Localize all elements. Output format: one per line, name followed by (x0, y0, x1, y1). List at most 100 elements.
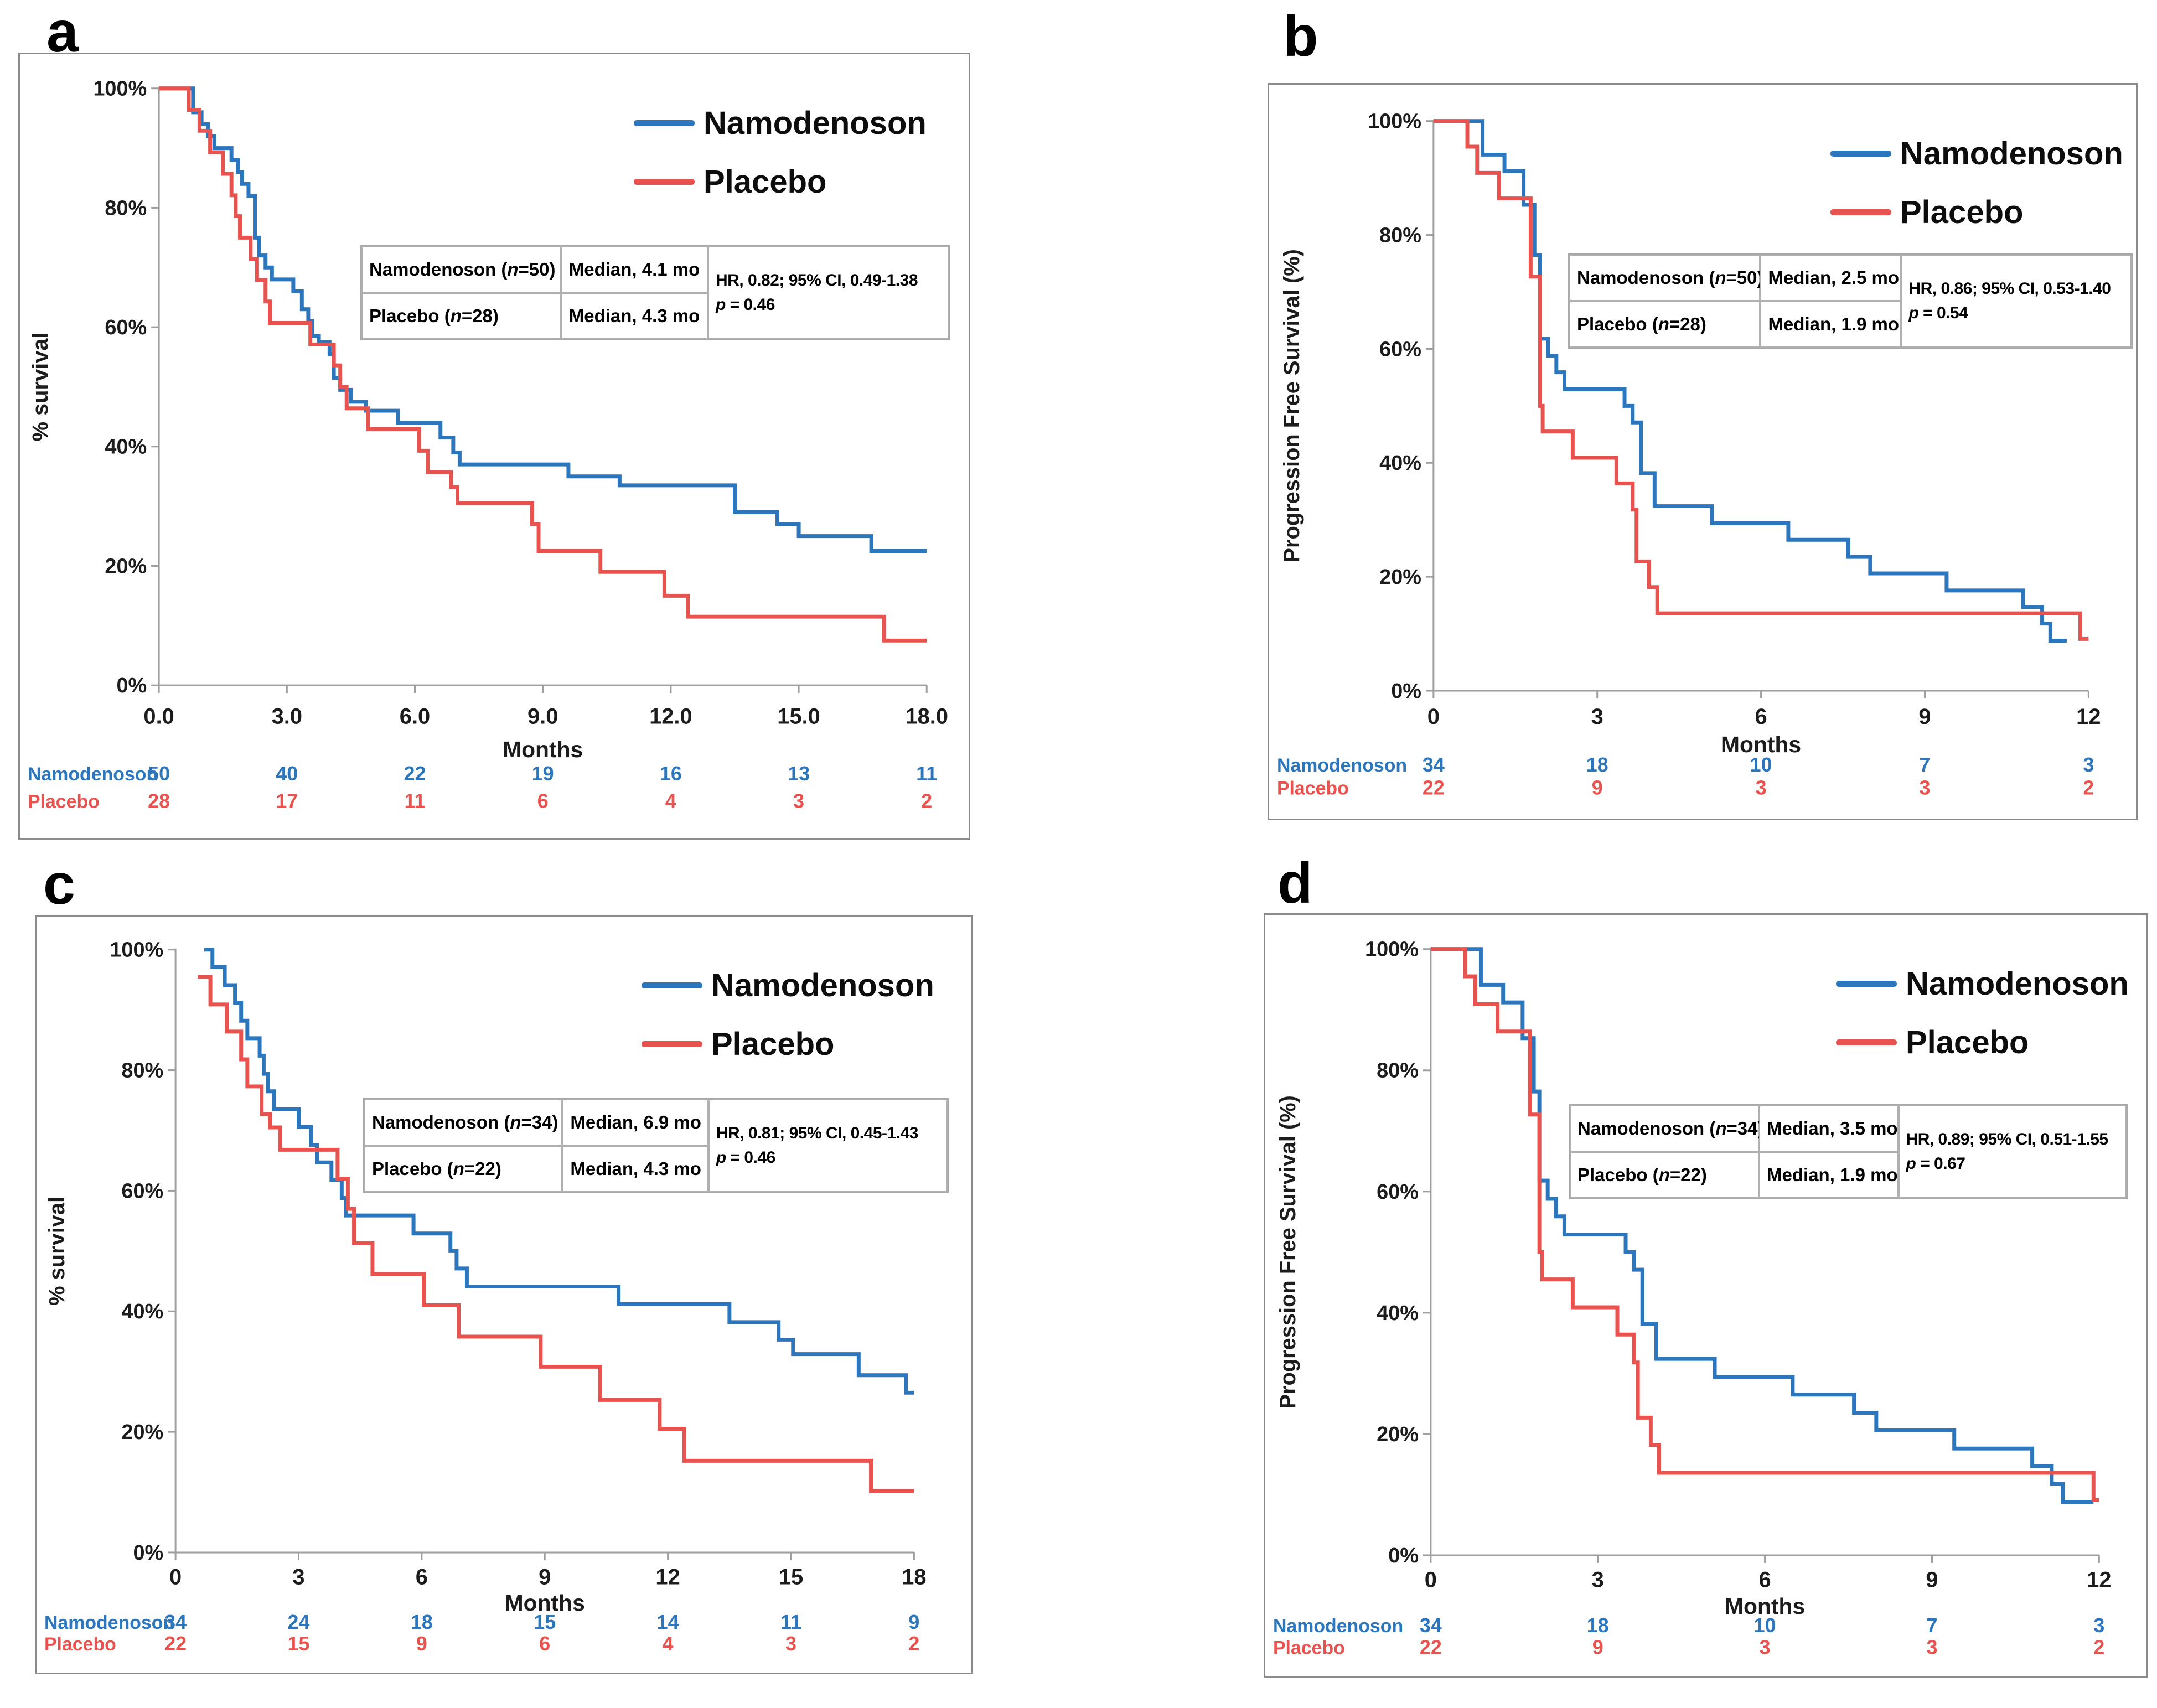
svg-text:9: 9 (539, 1565, 551, 1589)
panel-letter-a: a (46, 0, 79, 64)
legend-label: Placebo (1900, 194, 2024, 230)
stats-median-cell: Median, 4.1 mo (561, 246, 708, 293)
svg-text:Namodenoson: Namodenoson (28, 764, 158, 785)
legend-line-icon-placebo (634, 178, 695, 185)
svg-text:12: 12 (2076, 705, 2101, 729)
stats-hr-cell: HR, 0.86; 95% CI, 0.53-1.40 p = 0.54 (1901, 255, 2132, 348)
svg-text:12: 12 (655, 1565, 680, 1589)
svg-text:2: 2 (908, 1633, 919, 1655)
svg-text:0%: 0% (1388, 1544, 1419, 1567)
svg-text:12: 12 (2087, 1568, 2111, 1592)
svg-text:3: 3 (1756, 777, 1767, 799)
svg-text:40: 40 (276, 763, 298, 785)
svg-text:0.0: 0.0 (143, 704, 174, 728)
svg-text:60%: 60% (121, 1179, 163, 1203)
svg-text:6: 6 (539, 1633, 550, 1655)
panel-letter-b: b (1283, 4, 1318, 69)
stats-median-cell: Median, 4.3 mo (561, 293, 708, 339)
svg-text:Progression Free Survival (%): Progression Free Survival (%) (1280, 249, 1304, 562)
svg-text:3: 3 (1919, 777, 1930, 799)
svg-text:6: 6 (1755, 705, 1767, 729)
svg-text:20%: 20% (1377, 1423, 1419, 1446)
svg-text:% survival: % survival (45, 1197, 69, 1306)
panel-c-overall-survival-evaluable: 0% 20% 40% 60% 80% 100% 0 3 6 9 12 15 18 Months % surv… (35, 915, 973, 1674)
svg-text:2: 2 (2083, 777, 2094, 799)
svg-text:22: 22 (164, 1633, 187, 1655)
legend-item-namodenoson: Namodenoson (634, 103, 927, 143)
svg-text:3: 3 (1760, 1636, 1771, 1658)
svg-text:9.0: 9.0 (527, 704, 558, 728)
svg-text:Namodenoson: Namodenoson (44, 1612, 174, 1633)
legend-label: Placebo (1906, 1024, 2029, 1060)
stats-group-cell: Namodenoson (n =50) (361, 246, 561, 293)
svg-text:3: 3 (292, 1565, 304, 1589)
svg-text:18: 18 (1587, 1614, 1609, 1637)
svg-text:2: 2 (921, 790, 932, 812)
stats-median-cell: Median, 6.9 mo (562, 1099, 708, 1146)
svg-text:40%: 40% (1377, 1302, 1419, 1325)
stats-table-c: Namodenoson (n =34) Median, 6.9 mo HR, 0.… (363, 1098, 949, 1193)
p-value: p = 0.46 (715, 296, 775, 314)
stats-hr-cell: HR, 0.81; 95% CI, 0.45-1.43 p = 0.46 (708, 1099, 948, 1192)
legend-label: Namodenoson (1900, 135, 2123, 172)
p-value: p = 0.54 (1908, 304, 1968, 322)
stats-group-cell: Placebo (n =22) (1570, 1152, 1760, 1198)
svg-text:7: 7 (1919, 754, 1930, 776)
stats-hr-cell: HR, 0.89; 95% CI, 0.51-1.55 p = 0.67 (1898, 1105, 2127, 1198)
hr-value: HR, 0.81; 95% CI, 0.45-1.43 (716, 1124, 919, 1142)
svg-text:18.0: 18.0 (905, 704, 948, 728)
svg-text:40%: 40% (1379, 452, 1421, 475)
svg-text:60%: 60% (1377, 1181, 1419, 1204)
svg-text:22: 22 (404, 763, 426, 785)
svg-text:Namodenoson: Namodenoson (1277, 755, 1407, 776)
svg-text:100%: 100% (110, 939, 163, 962)
svg-text:20%: 20% (121, 1421, 163, 1444)
stats-group-cell: Namodenoson (n =34) (364, 1099, 563, 1146)
svg-text:7: 7 (1926, 1614, 1937, 1637)
legend-line-icon-placebo (1836, 1039, 1897, 1045)
svg-text:6: 6 (1759, 1568, 1771, 1592)
svg-text:Placebo: Placebo (1273, 1637, 1345, 1658)
svg-text:28: 28 (148, 790, 170, 812)
svg-text:100%: 100% (1368, 110, 1421, 133)
svg-text:Namodenoson: Namodenoson (1273, 1616, 1403, 1637)
svg-text:80%: 80% (1377, 1059, 1419, 1083)
svg-text:Placebo: Placebo (44, 1634, 116, 1655)
svg-text:60%: 60% (1379, 338, 1421, 361)
svg-text:22: 22 (1423, 777, 1445, 799)
panel-a-overall-survival-itt: 0% 20% 40% 60% 80% 100% 0.0 3.0 6.0 9.0 12.0 15.0 18… (18, 53, 970, 840)
legend-a: Namodenoson Placebo (634, 103, 927, 201)
svg-text:9: 9 (416, 1633, 427, 1655)
svg-text:Months: Months (505, 1590, 585, 1616)
svg-text:10: 10 (1754, 1614, 1776, 1637)
legend-item-placebo: Placebo (1836, 1022, 2129, 1062)
svg-text:18: 18 (1586, 754, 1608, 776)
stats-hr-cell: HR, 0.82; 95% CI, 0.49-1.38 p = 0.46 (707, 246, 949, 339)
km-chart-d: 0% 20% 40% 60% 80% 100% 0 3 6 9 12 Months Progressio… (1273, 938, 2112, 1659)
stats-table-d: Namodenoson (n =34) Median, 3.5 mo HR, 0.… (1569, 1104, 2128, 1199)
km-chart-b: 0% 20% 40% 60% 80% 100% 0 3 6 9 12 Months Progressio… (1277, 110, 2101, 799)
svg-text:18: 18 (411, 1611, 433, 1633)
svg-text:3: 3 (2093, 1614, 2104, 1637)
svg-text:16: 16 (660, 763, 682, 785)
svg-text:9: 9 (908, 1611, 919, 1633)
stats-median-cell: Median, 1.9 mo (1760, 301, 1901, 348)
svg-text:Months: Months (1721, 732, 1801, 757)
svg-text:15: 15 (288, 1633, 310, 1655)
stats-median-cell: Median, 2.5 mo (1760, 255, 1901, 301)
svg-text:34: 34 (1423, 754, 1445, 776)
svg-text:3: 3 (1592, 1568, 1604, 1592)
svg-text:20%: 20% (105, 555, 147, 578)
svg-text:80%: 80% (1379, 224, 1421, 247)
svg-text:22: 22 (1420, 1636, 1442, 1658)
legend-c: Namodenoson Placebo (642, 965, 934, 1064)
legend-item-namodenoson: Namodenoson (1836, 964, 2129, 1003)
stats-group-cell: Placebo (n =22) (364, 1146, 563, 1192)
hr-value: HR, 0.89; 95% CI, 0.51-1.55 (1906, 1130, 2109, 1148)
legend-line-icon-namodenoson (634, 120, 695, 126)
legend-b: Namodenoson Placebo (1830, 133, 2123, 232)
legend-item-namodenoson: Namodenoson (1830, 133, 2123, 173)
legend-line-icon-namodenoson (1830, 150, 1891, 157)
stats-group-cell: Placebo (n =28) (1569, 301, 1761, 348)
svg-text:3: 3 (1926, 1636, 1937, 1658)
